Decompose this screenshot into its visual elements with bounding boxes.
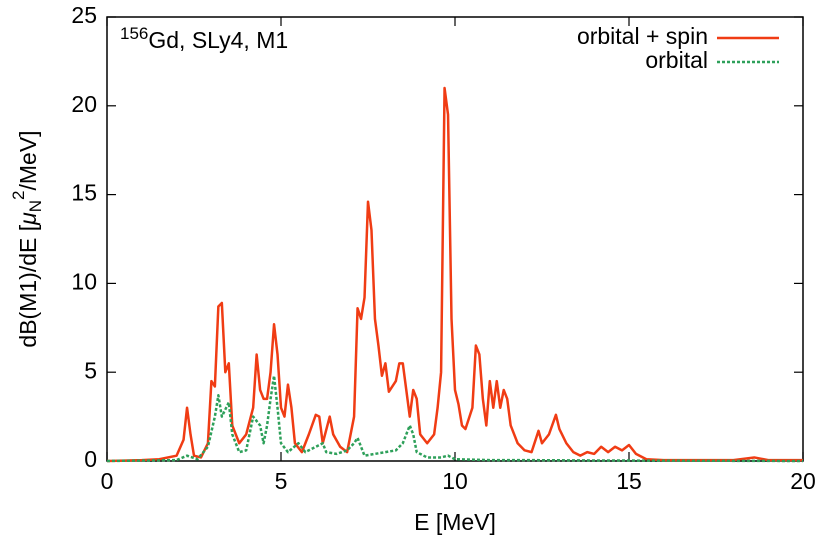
- x-tick-label: 15: [616, 468, 642, 494]
- legend-label: orbital + spin: [577, 23, 708, 49]
- x-tick-label: 5: [275, 468, 288, 494]
- y-tick-label: 15: [71, 180, 97, 206]
- x-axis-label: E [MeV]: [414, 509, 496, 535]
- y-label-suffix: /MeV]: [15, 130, 41, 190]
- y-tick-label: 0: [84, 446, 97, 472]
- data-line: [106, 374, 804, 463]
- title-superscript: 156: [120, 24, 148, 43]
- y-tick-label: 5: [84, 357, 97, 383]
- y-tick-label: 20: [71, 91, 97, 117]
- chart-title: 156Gd, SLy4, M1: [120, 24, 288, 53]
- x-tick-label: 20: [790, 468, 816, 494]
- y-tick-label: 25: [71, 2, 97, 28]
- y-label-subscript: N: [26, 200, 45, 212]
- x-tick-label: 0: [101, 468, 114, 494]
- legend-label: orbital: [645, 47, 708, 73]
- y-label-symbol: μ: [15, 212, 41, 226]
- title-text: Gd, SLy4, M1: [148, 27, 288, 53]
- y-label-prefix: dB(M1)/dE [: [15, 224, 41, 347]
- y-tick-label: 10: [71, 268, 97, 294]
- y-axis-label: dB(M1)/dE [μN2/MeV]: [9, 130, 45, 347]
- x-tick-label: 10: [442, 468, 468, 494]
- data-line: [106, 86, 803, 463]
- y-label-superscript: 2: [9, 191, 28, 200]
